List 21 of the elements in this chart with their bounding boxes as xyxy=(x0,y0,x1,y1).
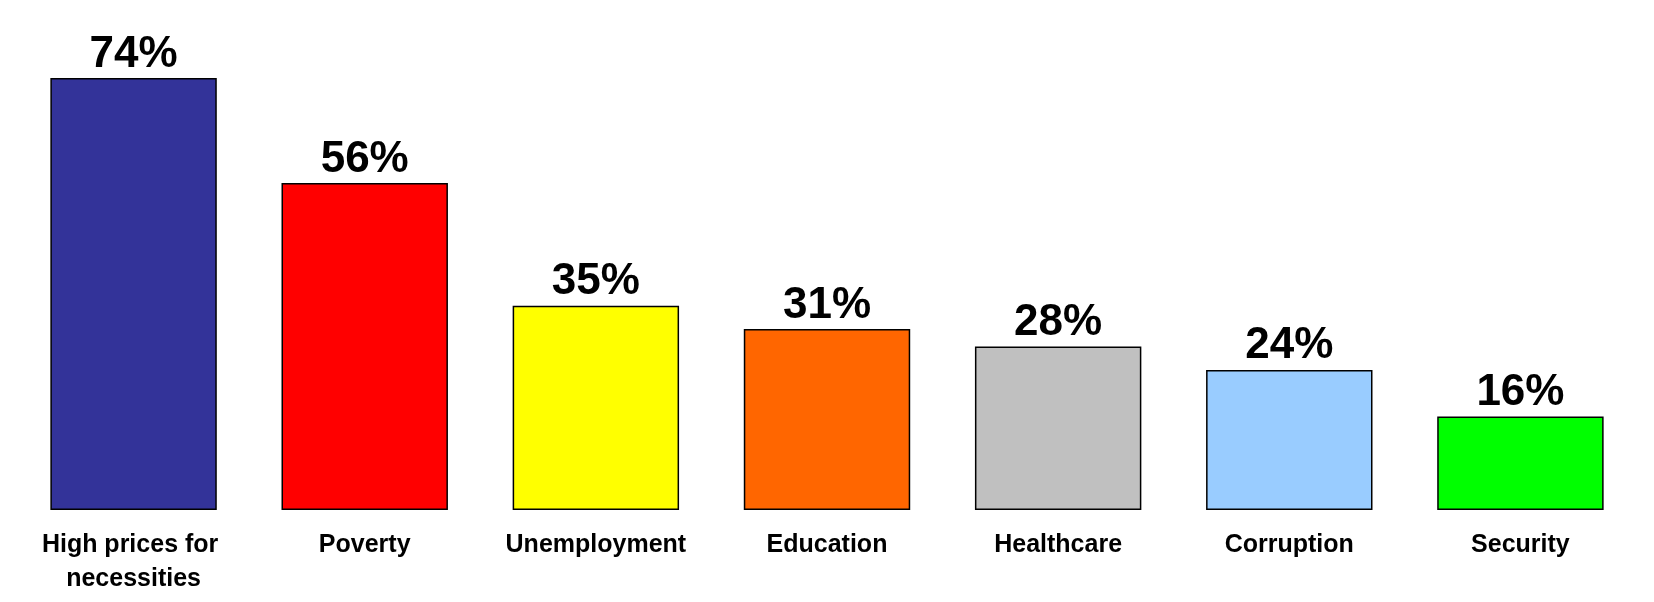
bar xyxy=(512,305,680,510)
x-tick-label: Poverty xyxy=(318,529,411,557)
bar xyxy=(1437,416,1604,510)
data-label: 16% xyxy=(1476,365,1565,415)
data-label: 24% xyxy=(1245,318,1334,368)
data-label: 74% xyxy=(89,26,178,76)
x-tick-label: Corruption xyxy=(1224,529,1354,557)
x-tick-label: Unemployment xyxy=(505,529,687,557)
x-tick-label: Education xyxy=(766,529,888,557)
bar xyxy=(1206,369,1373,510)
bar xyxy=(743,329,911,510)
data-label: 28% xyxy=(1014,295,1103,345)
bar xyxy=(974,346,1142,510)
x-tick-label: High prices for necessities xyxy=(41,529,226,591)
data-label: 35% xyxy=(551,254,640,304)
x-tick-label: Healthcare xyxy=(994,529,1123,557)
bar xyxy=(50,78,217,510)
data-label: 31% xyxy=(782,277,872,327)
bar xyxy=(281,183,448,510)
x-tick-label: Security xyxy=(1471,529,1570,557)
data-label: 56% xyxy=(320,131,409,181)
